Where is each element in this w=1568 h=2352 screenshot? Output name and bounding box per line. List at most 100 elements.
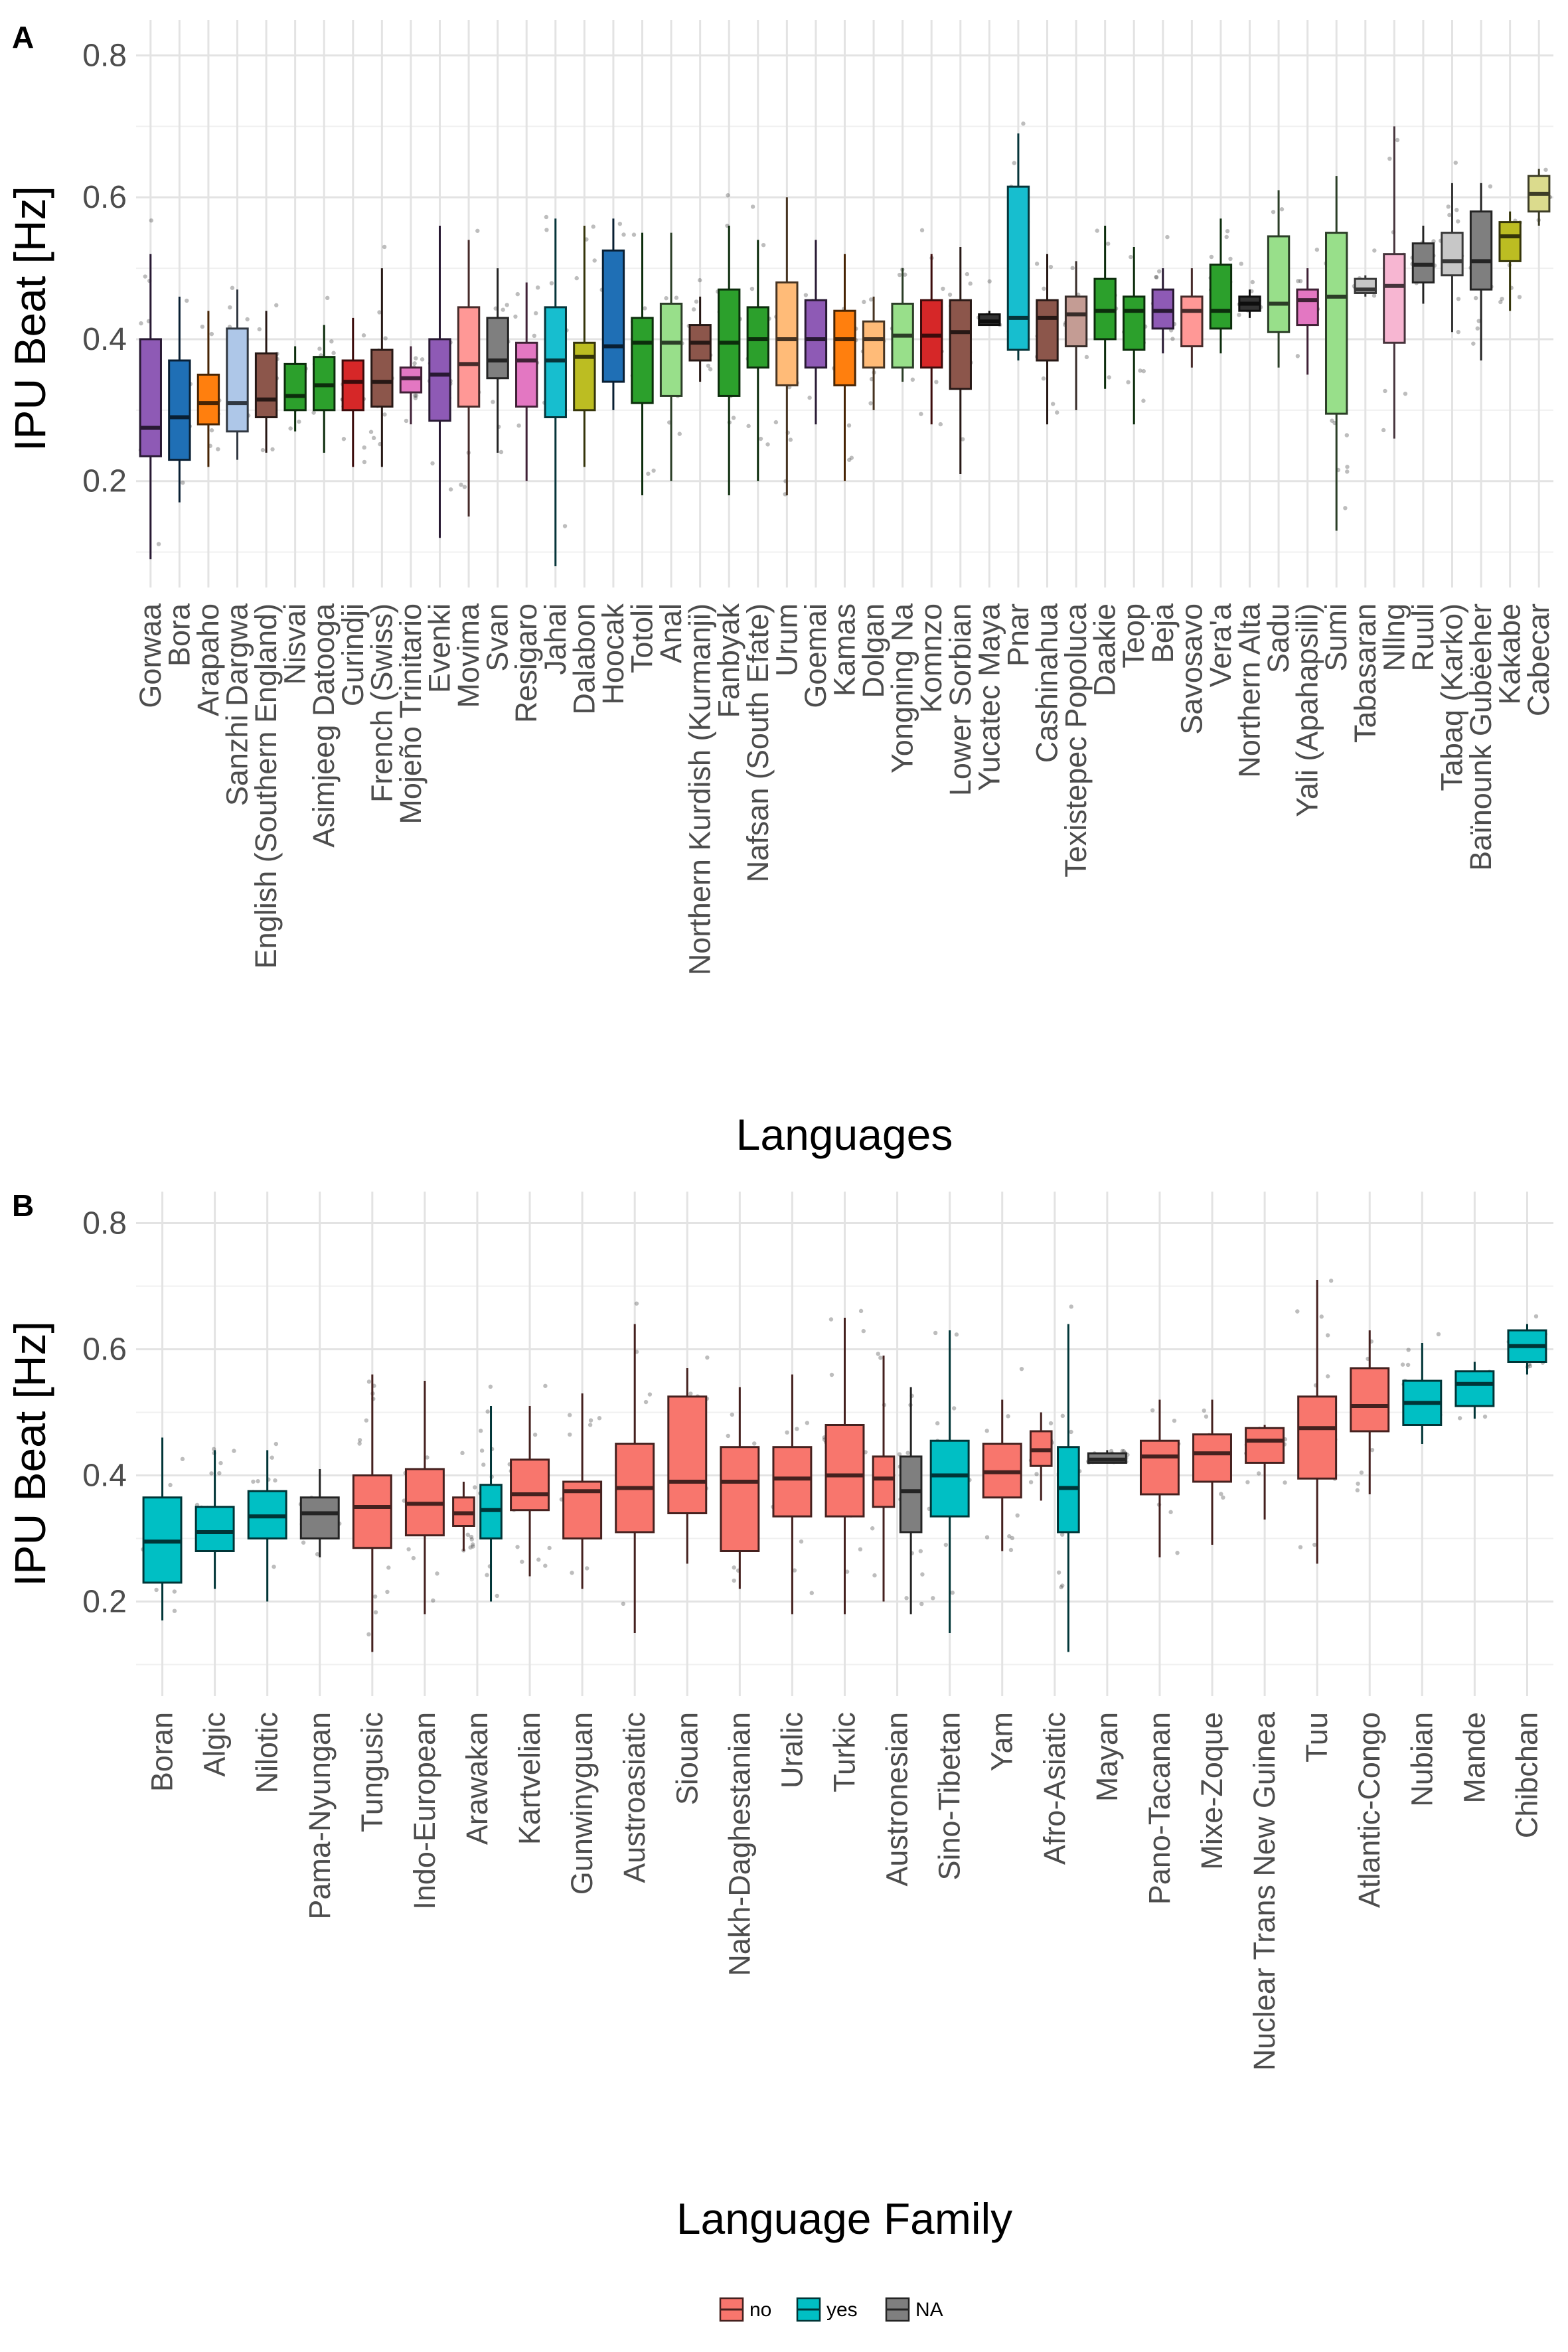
jitter-point <box>149 218 154 223</box>
box-iqr <box>352 1474 392 1549</box>
jitter-point <box>919 412 923 416</box>
box-iqr <box>1245 1427 1285 1464</box>
panel-b-boxes <box>142 1280 1547 1652</box>
jitter-point <box>1314 247 1320 252</box>
jitter-point <box>1471 341 1476 346</box>
jitter-point <box>1069 1429 1073 1435</box>
x-tick-label: Indo-European <box>408 1712 441 1910</box>
jitter-point <box>1008 1547 1014 1553</box>
y-tick-label: 0.4 <box>82 1458 127 1494</box>
box-mixe-zoque <box>1192 1399 1232 1545</box>
jitter-point <box>180 1456 185 1462</box>
jitter-point <box>209 428 214 433</box>
jitter-point <box>411 1555 416 1561</box>
x-tick-label: Chibchan <box>1510 1712 1543 1838</box>
jitter-point <box>631 232 637 237</box>
jitter-point <box>154 1587 159 1593</box>
jitter-point <box>1245 1480 1250 1484</box>
box-kamas <box>833 254 856 481</box>
jitter-point <box>534 311 538 316</box>
jitter-point <box>465 1532 470 1537</box>
jitter-point <box>549 281 554 285</box>
jitter-point <box>251 1479 256 1484</box>
jitter-point <box>315 1552 320 1557</box>
jitter-point <box>513 314 518 319</box>
jitter-point <box>677 431 682 436</box>
x-tick-label: Uralic <box>775 1712 809 1788</box>
box-iqr <box>631 317 654 404</box>
x-tick-label: Resigaro <box>509 603 543 723</box>
jitter-point <box>954 1332 959 1337</box>
jitter-point <box>1476 319 1481 323</box>
jitter-point <box>1500 296 1504 301</box>
jitter-point <box>868 401 873 406</box>
box-iqr <box>226 327 249 433</box>
box-iqr <box>1036 299 1059 362</box>
jitter-point <box>1060 1413 1065 1419</box>
jitter-point <box>1325 1374 1330 1379</box>
jitter-point <box>1084 354 1089 360</box>
jitter-point <box>878 1356 883 1360</box>
jitter-point <box>317 347 322 351</box>
box-austroasiatic <box>615 1324 655 1633</box>
x-tick-label: Tabaq (Karko) <box>1435 603 1469 791</box>
panel-a-y-axis-title: IPU Beat [Hz] <box>5 186 54 451</box>
jitter-point <box>732 1578 736 1583</box>
jitter-point <box>1019 1366 1024 1372</box>
x-tick-label: Gorwaa <box>133 603 167 708</box>
box-iqr <box>1297 1395 1338 1480</box>
box-iqr <box>929 1439 970 1518</box>
jitter-point <box>1372 293 1377 298</box>
x-tick-label: Mande <box>1457 1712 1491 1804</box>
jitter-point <box>1400 1362 1405 1367</box>
jitter-point <box>435 1571 439 1576</box>
x-tick-label: Turkic <box>828 1712 862 1792</box>
jitter-point <box>469 1534 474 1539</box>
jitter-point <box>876 1352 880 1356</box>
box-iqr <box>168 359 191 461</box>
box-french-swiss- <box>370 268 394 467</box>
jitter-point <box>1168 1510 1173 1514</box>
jitter-point <box>1015 1513 1020 1518</box>
jitter-point <box>406 1547 411 1551</box>
jitter-point <box>570 1571 574 1575</box>
jitter-point <box>897 1452 902 1456</box>
jitter-point <box>139 321 143 326</box>
panel-a-boxes <box>139 126 1551 566</box>
y-tick-label: 0.2 <box>82 1585 127 1620</box>
box-kartvelian <box>510 1406 550 1577</box>
jitter-point <box>448 487 453 492</box>
jitter-point <box>933 1330 938 1336</box>
jitter-point <box>1343 506 1348 510</box>
jitter-point <box>211 1447 216 1452</box>
jitter-point <box>143 274 147 279</box>
jitter-point <box>788 437 793 442</box>
box-iqr <box>1296 288 1319 327</box>
x-tick-label: Austroasiatic <box>617 1712 651 1883</box>
jitter-point <box>1120 1449 1125 1454</box>
jitter-point <box>807 395 812 400</box>
jitter-point <box>1359 1470 1364 1475</box>
box-austronesian <box>872 1356 896 1602</box>
jitter-point <box>750 204 755 209</box>
jitter-point <box>1436 1332 1441 1337</box>
panel-b-x-axis-title: Language Family <box>676 2194 1012 2243</box>
box-resigaro <box>515 282 538 481</box>
box-iqr <box>370 349 394 408</box>
jitter-point <box>1517 295 1522 299</box>
jitter-point <box>1256 1471 1261 1476</box>
jitter-point <box>1170 337 1175 341</box>
jitter-point <box>697 277 702 283</box>
jitter-point <box>1250 279 1255 285</box>
x-tick-label: Pnar <box>1001 603 1035 666</box>
jitter-point <box>1129 254 1133 260</box>
box-gurindji <box>341 317 364 467</box>
box-totoli <box>631 232 654 496</box>
jitter-point <box>574 275 579 281</box>
jitter-point <box>1219 1492 1223 1496</box>
jitter-point <box>501 307 505 312</box>
x-tick-label: Texistepec Popoluca <box>1059 603 1093 878</box>
jitter-point <box>803 293 809 297</box>
jitter-point <box>462 485 467 489</box>
box-dolgan <box>862 296 886 410</box>
